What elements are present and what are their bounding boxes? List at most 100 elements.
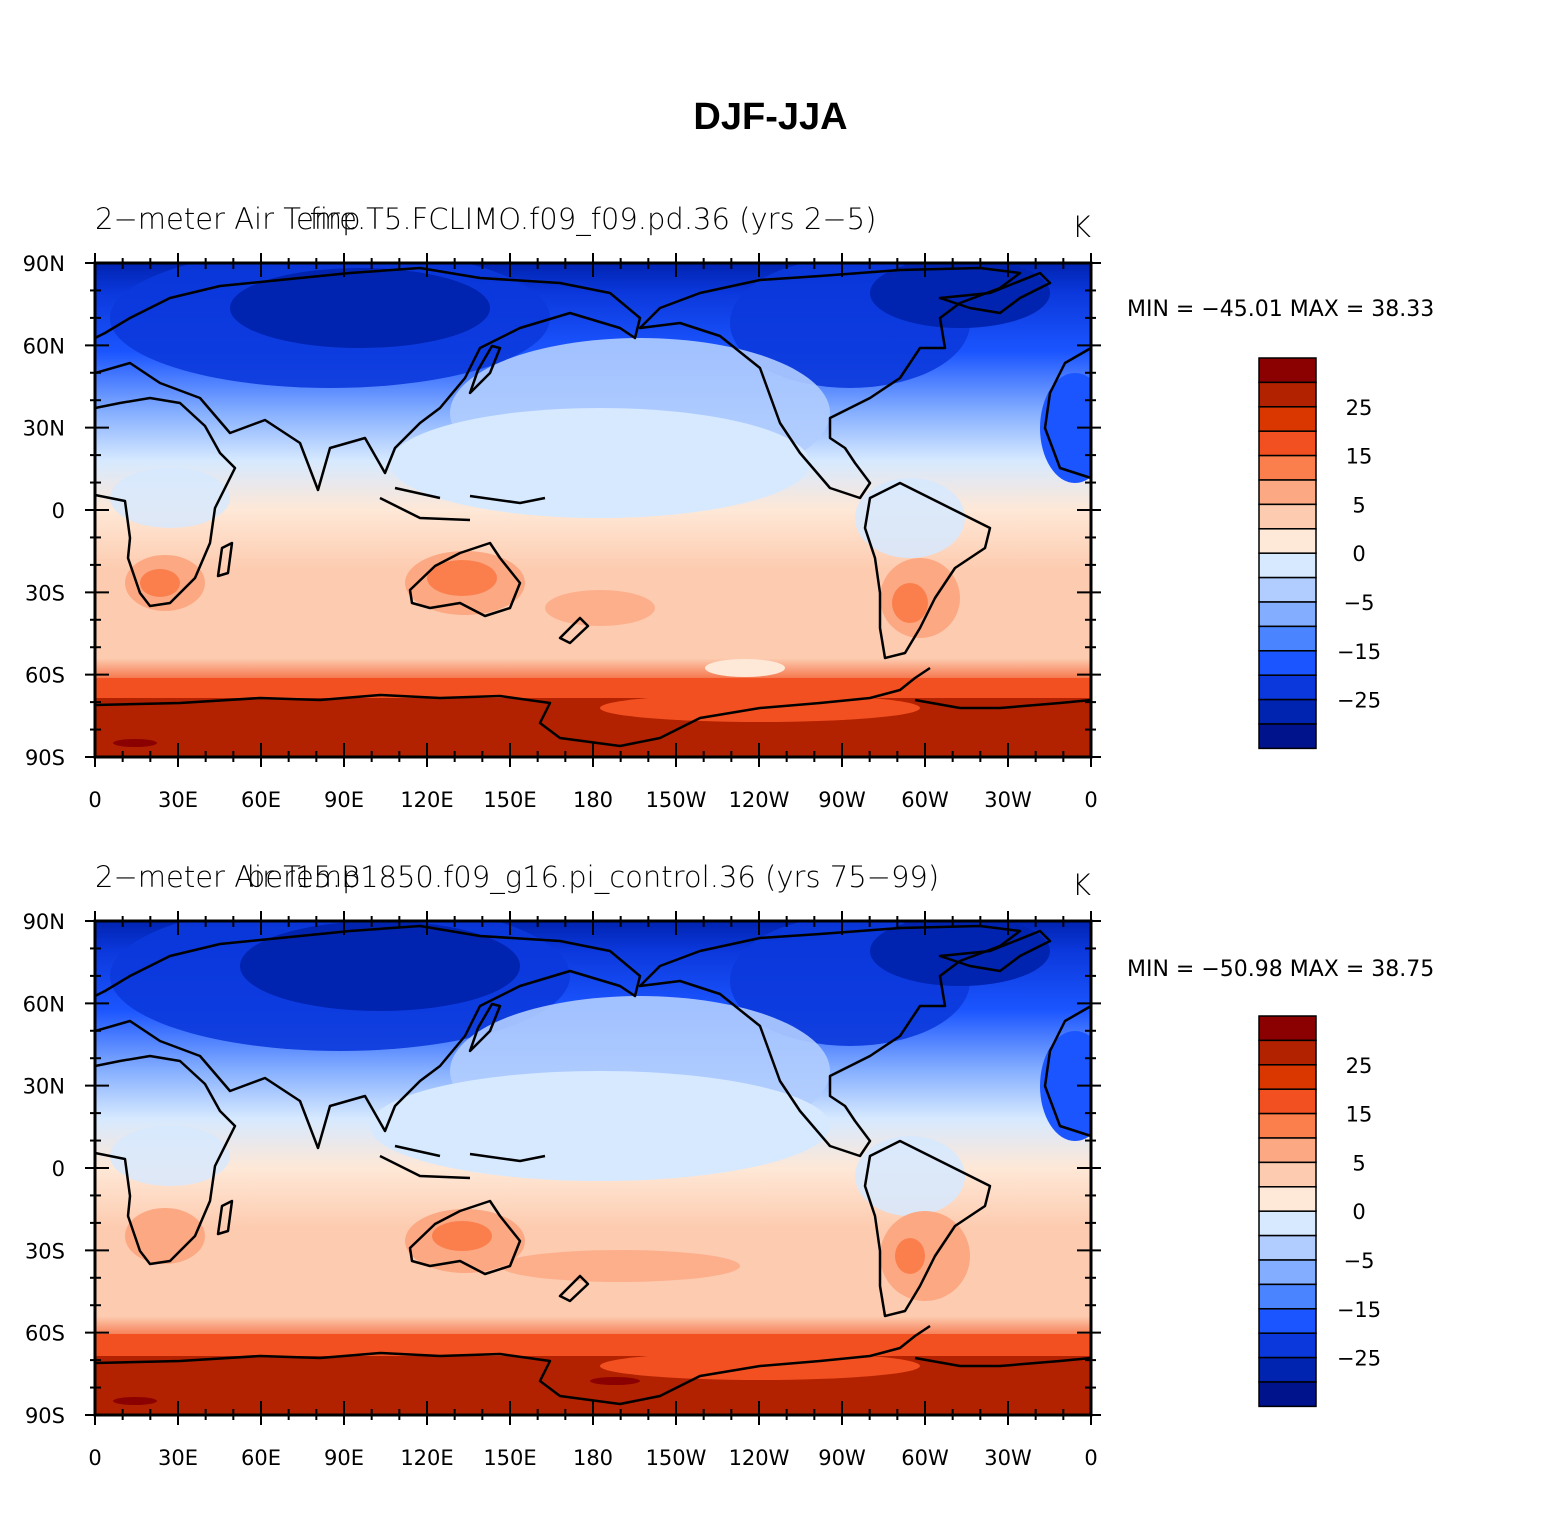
lon-label: 30E	[158, 788, 198, 812]
figure-title: DJF-JJA	[693, 96, 848, 138]
colorbar-box	[1258, 479, 1317, 506]
colorbar-box	[1258, 650, 1317, 676]
lon-label: 30W	[984, 788, 1032, 812]
colorbar-box	[1258, 552, 1317, 579]
colorbar-label: 5	[1352, 493, 1365, 517]
colorbar-label: 25	[1346, 1054, 1373, 1078]
colorbar-label: −5	[1344, 1249, 1375, 1273]
map-panel-2: 2−meter Air Temp ber15.B1850.f09_g16.pi_…	[23, 860, 1435, 1470]
panel-left-title: 2−meter Air Temp	[95, 860, 361, 894]
panel-left-title: 2−meter Air Temp	[95, 202, 361, 236]
lat-label: 90S	[25, 1404, 65, 1428]
colorbar-box	[1258, 1137, 1317, 1164]
colorbar-box	[1258, 406, 1317, 432]
colorbar-label: 0	[1352, 542, 1365, 566]
lat-label: 0	[52, 499, 65, 523]
lon-label: 120E	[400, 788, 453, 812]
panel-center-title: fire.T5.FCLIMO.f09_f09.pd.36 (yrs 2−5)	[310, 202, 877, 237]
lon-label: 150W	[646, 1446, 707, 1470]
lat-label: 90S	[25, 746, 65, 770]
colorbar	[1258, 357, 1317, 750]
lon-label: 30E	[158, 1446, 198, 1470]
lon-label: 60E	[241, 788, 281, 812]
lon-label: 90W	[818, 788, 866, 812]
colorbar-box	[1258, 1088, 1317, 1115]
colorbar-label: 0	[1352, 1200, 1365, 1224]
lon-label: 180	[573, 788, 613, 812]
colorbar-label: −15	[1337, 1298, 1381, 1322]
lon-label: 150E	[483, 788, 536, 812]
lon-label: 150E	[483, 1446, 536, 1470]
map-panel-1: 2−meter Air Temp fire.T5.FCLIMO.f09_f09.…	[23, 202, 1435, 812]
colorbar-box	[1258, 503, 1317, 530]
colorbar-label: 25	[1346, 396, 1373, 420]
panel-units: K	[1072, 868, 1091, 902]
lat-label: 60N	[23, 992, 65, 1016]
colorbar-label: −25	[1337, 1347, 1381, 1371]
lat-label: 30N	[23, 1075, 65, 1099]
lon-label: 150W	[646, 788, 707, 812]
colorbar-box	[1258, 357, 1317, 384]
lon-label: 60W	[901, 788, 949, 812]
colorbar-box	[1258, 1112, 1317, 1139]
colorbar-box	[1258, 1356, 1317, 1383]
colorbar-box	[1258, 1161, 1317, 1188]
colorbar-box	[1258, 454, 1317, 481]
colorbar-box	[1258, 1308, 1317, 1334]
min-max-stats: MIN = −45.01 MAX = 38.33	[1127, 297, 1434, 322]
colorbar-box	[1258, 1210, 1317, 1237]
colorbar-box	[1258, 1039, 1317, 1066]
lon-label: 90E	[324, 1446, 364, 1470]
colorbar-box	[1258, 1332, 1317, 1359]
lon-label: 0	[88, 1446, 101, 1470]
lat-label: 30N	[23, 417, 65, 441]
colorbar-box	[1258, 1381, 1317, 1408]
colorbar-box	[1258, 674, 1317, 701]
lon-label: 30W	[984, 1446, 1032, 1470]
temperature-field	[95, 263, 1091, 757]
lon-label: 60W	[901, 1446, 949, 1470]
colorbar-label: 5	[1352, 1151, 1365, 1175]
lon-label: 120E	[400, 1446, 453, 1470]
colorbar	[1258, 1015, 1317, 1408]
colorbar-label: 15	[1346, 445, 1373, 469]
colorbar-box	[1258, 381, 1317, 408]
lon-label: 90E	[324, 788, 364, 812]
lon-label: 90W	[818, 1446, 866, 1470]
lat-label: 30S	[25, 1239, 65, 1263]
colorbar-box	[1258, 1186, 1317, 1212]
min-max-stats: MIN = −50.98 MAX = 38.75	[1127, 957, 1434, 982]
panel-center-title: ber15.B1850.f09_g16.pi_control.36 (yrs 7…	[247, 860, 939, 895]
colorbar-box	[1258, 723, 1317, 750]
lat-label: 30S	[25, 581, 65, 605]
colorbar-box	[1258, 1015, 1317, 1042]
lon-label: 60E	[241, 1446, 281, 1470]
colorbar-box	[1258, 1234, 1317, 1261]
colorbar-box	[1258, 1283, 1317, 1310]
colorbar-label: 15	[1346, 1103, 1373, 1127]
lon-label: 120W	[729, 1446, 790, 1470]
colorbar-box	[1258, 698, 1317, 725]
colorbar-box	[1258, 625, 1317, 652]
lat-label: 60N	[23, 334, 65, 358]
colorbar-box	[1258, 528, 1317, 554]
lon-label: 120W	[729, 788, 790, 812]
coastlines	[95, 266, 1091, 748]
panel-units: K	[1072, 210, 1091, 244]
lon-label: 0	[1084, 1446, 1097, 1470]
lat-label: 0	[52, 1157, 65, 1181]
colorbar-box	[1258, 1064, 1317, 1090]
colorbar-box	[1258, 601, 1317, 628]
lon-label: 0	[88, 788, 101, 812]
lat-label: 60S	[25, 1322, 65, 1346]
colorbar-box	[1258, 576, 1317, 603]
coastlines	[95, 924, 1091, 1406]
colorbar-label: −5	[1344, 591, 1375, 615]
lon-label: 0	[1084, 788, 1097, 812]
lat-label: 90N	[23, 252, 65, 276]
colorbar-box	[1258, 1259, 1317, 1286]
temperature-field	[95, 921, 1091, 1415]
lat-label: 90N	[23, 910, 65, 934]
colorbar-box	[1258, 430, 1317, 457]
colorbar-label: −15	[1337, 640, 1381, 664]
